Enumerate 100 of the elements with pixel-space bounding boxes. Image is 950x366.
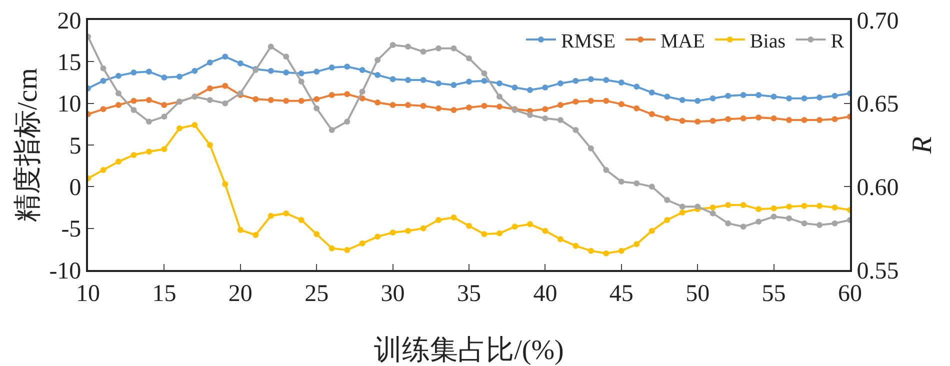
point bbox=[481, 78, 488, 84]
point bbox=[496, 230, 502, 236]
point bbox=[694, 118, 701, 125]
point bbox=[436, 45, 442, 52]
point bbox=[481, 102, 488, 109]
point bbox=[832, 92, 838, 99]
line-series bbox=[88, 82, 850, 125]
point bbox=[268, 68, 274, 74]
y2-tick-label: 0.70 bbox=[856, 8, 899, 34]
point bbox=[268, 97, 274, 103]
point bbox=[572, 127, 579, 133]
point bbox=[390, 76, 396, 82]
point bbox=[801, 202, 808, 209]
y-tick-label: 20 bbox=[57, 8, 82, 34]
point bbox=[436, 105, 442, 112]
x-tick-label: 30 bbox=[380, 280, 405, 307]
point bbox=[481, 231, 488, 238]
point bbox=[572, 242, 579, 249]
point bbox=[130, 98, 137, 104]
point bbox=[328, 64, 335, 70]
point bbox=[161, 146, 168, 152]
y2-axis-title: R bbox=[907, 136, 938, 155]
point bbox=[770, 115, 777, 122]
point bbox=[405, 102, 412, 108]
point bbox=[450, 214, 457, 220]
point bbox=[374, 234, 381, 240]
point bbox=[359, 88, 366, 95]
point bbox=[206, 60, 213, 66]
point bbox=[664, 197, 670, 203]
point bbox=[420, 225, 426, 232]
point bbox=[725, 92, 732, 99]
point bbox=[450, 45, 457, 52]
point bbox=[801, 117, 808, 123]
point bbox=[314, 105, 320, 112]
point bbox=[832, 220, 838, 226]
point bbox=[268, 44, 274, 50]
point bbox=[710, 210, 716, 216]
point bbox=[816, 202, 823, 209]
point bbox=[816, 117, 823, 123]
point bbox=[664, 115, 670, 122]
point bbox=[740, 115, 746, 122]
point bbox=[222, 181, 228, 188]
point bbox=[161, 114, 168, 120]
point bbox=[283, 98, 290, 104]
x-tick-label: 55 bbox=[762, 280, 786, 307]
legend-label: RMSE bbox=[561, 30, 616, 52]
point bbox=[314, 231, 320, 238]
line-series bbox=[88, 122, 850, 256]
point bbox=[588, 98, 594, 104]
point bbox=[526, 112, 533, 118]
point bbox=[801, 95, 808, 102]
point bbox=[664, 94, 670, 100]
point bbox=[496, 104, 502, 110]
point bbox=[130, 152, 137, 158]
point bbox=[770, 94, 777, 100]
point bbox=[648, 184, 655, 190]
point bbox=[679, 97, 686, 103]
point bbox=[252, 96, 259, 102]
point bbox=[237, 227, 244, 233]
point bbox=[648, 90, 655, 96]
point bbox=[557, 117, 564, 123]
point bbox=[405, 77, 412, 83]
point bbox=[740, 202, 746, 208]
point bbox=[176, 125, 182, 132]
point bbox=[314, 96, 320, 102]
y-tick-label: 5 bbox=[69, 133, 82, 160]
point bbox=[161, 74, 168, 80]
point bbox=[526, 87, 533, 93]
point bbox=[832, 204, 838, 210]
y-tick-label: 15 bbox=[57, 50, 82, 76]
y-tick-label: 10 bbox=[57, 92, 82, 118]
legend-label: Bias bbox=[750, 30, 786, 52]
x-tick-label: 40 bbox=[533, 280, 558, 307]
point bbox=[222, 82, 228, 89]
point bbox=[679, 118, 686, 124]
point bbox=[634, 105, 640, 112]
point bbox=[756, 206, 762, 212]
point bbox=[816, 222, 823, 228]
point bbox=[588, 248, 594, 254]
point bbox=[618, 101, 624, 108]
point bbox=[710, 204, 716, 210]
point bbox=[298, 70, 304, 76]
point bbox=[740, 224, 746, 230]
point bbox=[450, 82, 457, 88]
point bbox=[420, 48, 426, 55]
point bbox=[344, 247, 350, 253]
point bbox=[526, 221, 533, 228]
point bbox=[100, 167, 106, 173]
point bbox=[268, 212, 274, 219]
point bbox=[146, 97, 152, 103]
point bbox=[206, 97, 213, 103]
point bbox=[146, 118, 152, 125]
point bbox=[725, 220, 732, 226]
point bbox=[374, 72, 381, 78]
point bbox=[634, 241, 640, 248]
point bbox=[542, 115, 548, 122]
point bbox=[298, 217, 304, 223]
point bbox=[176, 74, 182, 80]
x-tick-label: 45 bbox=[609, 280, 634, 307]
point bbox=[542, 84, 548, 90]
